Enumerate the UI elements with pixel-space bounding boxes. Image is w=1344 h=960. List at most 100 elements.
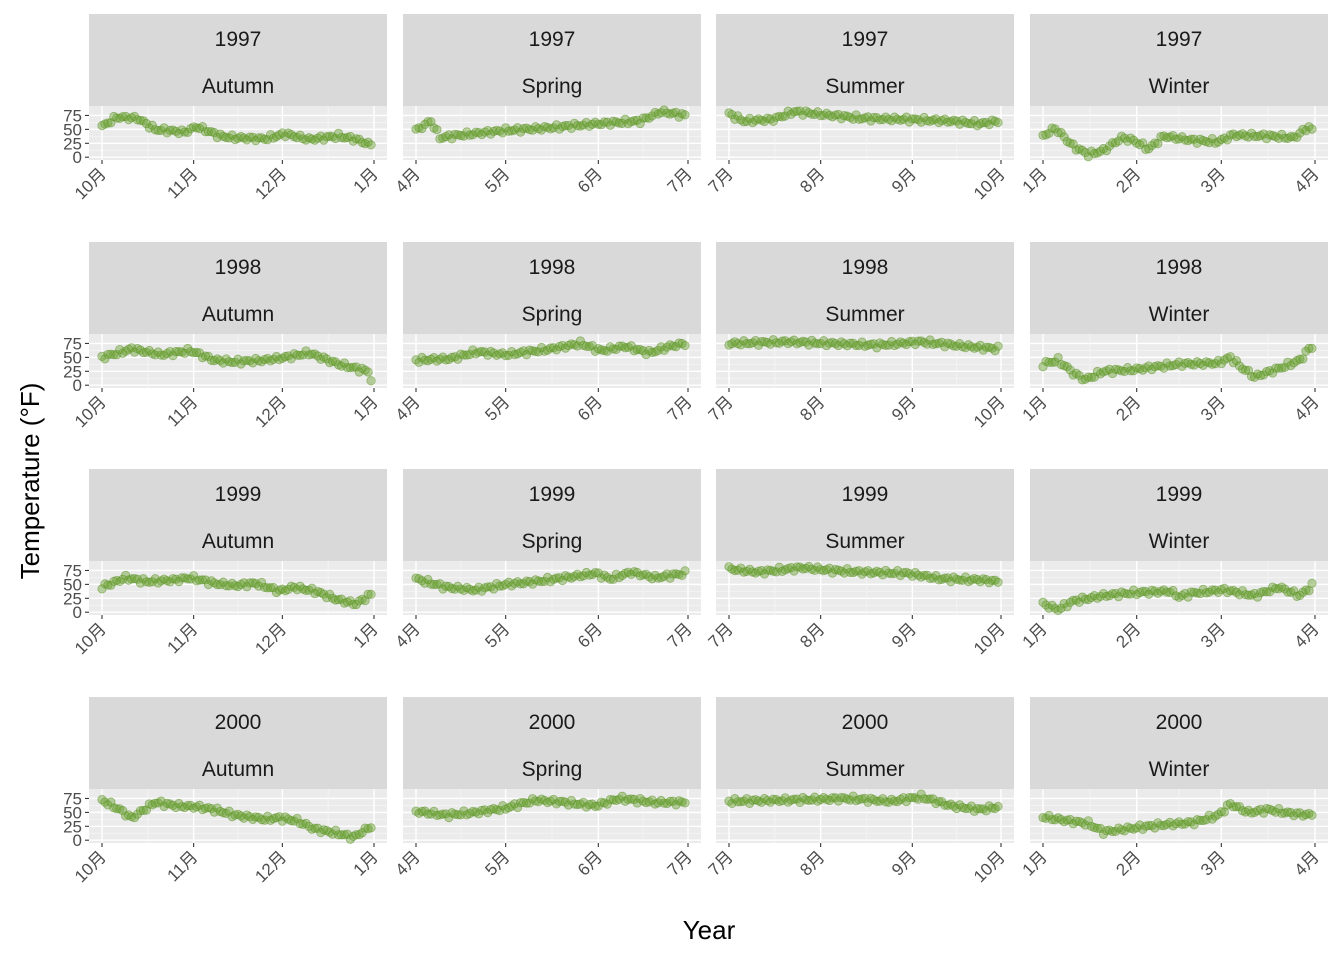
data-point	[423, 117, 433, 127]
data-point	[351, 599, 361, 610]
x-tick-label: 7月	[705, 392, 737, 424]
data-point	[138, 805, 148, 816]
data-point	[605, 574, 615, 584]
data-point	[1240, 365, 1251, 375]
data-point	[990, 346, 1000, 356]
facet-strip	[1030, 697, 1328, 789]
data-point	[1262, 587, 1272, 597]
data-point	[1301, 585, 1311, 595]
x-tick-label: 7月	[664, 392, 696, 424]
data-point	[1183, 592, 1193, 602]
facet-strip	[89, 469, 387, 561]
facet-strip-season: Spring	[522, 75, 583, 98]
data-point	[1198, 815, 1208, 826]
x-tick-label: 1月	[1019, 392, 1051, 424]
x-tick-label: 5月	[481, 392, 513, 424]
y-tick-label: 50	[63, 348, 82, 367]
data-point	[138, 116, 148, 126]
facet-strip	[1030, 469, 1328, 561]
x-tick-label: 9月	[888, 847, 920, 879]
data-point	[366, 823, 376, 833]
data-point	[197, 121, 208, 132]
data-point	[1268, 368, 1278, 378]
facet-strip-year: 1999	[215, 483, 262, 506]
x-tick-label: 10月	[970, 847, 1009, 886]
facet-strip	[403, 697, 701, 789]
x-tick-label: 9月	[888, 164, 920, 196]
facet-strip-season: Autumn	[202, 758, 274, 781]
data-point	[1298, 354, 1308, 364]
y-tick-label: 75	[63, 789, 82, 808]
data-point	[363, 589, 373, 599]
data-point	[260, 134, 270, 144]
data-point	[993, 341, 1003, 351]
x-tick-label: 5月	[481, 847, 513, 879]
facet-strip	[716, 469, 1014, 561]
data-point	[106, 797, 116, 807]
x-tick-label: 4月	[1291, 619, 1323, 651]
data-point	[1252, 592, 1263, 602]
data-point	[265, 583, 276, 593]
facet-strip-season: Winter	[1149, 75, 1210, 98]
data-point	[1307, 343, 1317, 353]
facet-strip-year: 1998	[1156, 256, 1203, 279]
data-point	[1168, 585, 1178, 596]
x-tick-label: 3月	[1197, 392, 1229, 424]
data-point	[366, 140, 376, 150]
x-tick-label: 8月	[796, 619, 828, 651]
x-tick-label: 10月	[970, 392, 1009, 431]
x-tick-label: 4月	[392, 164, 424, 196]
x-tick-label: 10月	[71, 164, 110, 203]
data-point	[1059, 132, 1069, 142]
x-tick-label: 7月	[705, 164, 737, 196]
x-tick-label: 10月	[71, 392, 110, 431]
x-tick-label: 9月	[888, 392, 920, 424]
facet-strip	[716, 697, 1014, 789]
facet-strip-season: Autumn	[202, 530, 274, 553]
x-tick-label: 12月	[251, 164, 290, 203]
x-tick-label: 3月	[1197, 619, 1229, 651]
x-tick-label: 1月	[350, 619, 382, 651]
data-point	[292, 813, 302, 824]
facet-strip-season: Summer	[825, 530, 904, 553]
facet-strip	[89, 697, 387, 789]
data-point	[97, 795, 107, 805]
data-point	[366, 589, 376, 599]
facet-strip-year: 1997	[215, 28, 262, 51]
x-tick-label: 1月	[1019, 164, 1051, 196]
facet-strip-season: Spring	[522, 530, 583, 553]
x-tick-label: 6月	[574, 619, 606, 651]
x-tick-label: 4月	[1291, 392, 1323, 424]
facet-strip-season: Summer	[825, 303, 904, 326]
x-tick-label: 12月	[251, 392, 290, 431]
x-tick-label: 8月	[796, 164, 828, 196]
facet-strip-season: Winter	[1149, 758, 1210, 781]
x-tick-label: 4月	[1291, 847, 1323, 879]
y-tick-label: 25	[63, 817, 82, 836]
x-tick-label: 11月	[164, 619, 202, 657]
data-point	[1041, 130, 1051, 140]
data-point	[993, 577, 1003, 587]
x-tick-label: 2月	[1112, 392, 1144, 424]
x-tick-label: 8月	[796, 847, 828, 879]
x-tick-label: 4月	[1291, 164, 1323, 196]
data-point	[635, 118, 645, 129]
facet-strip-season: Winter	[1149, 530, 1210, 553]
x-tick-label: 7月	[705, 619, 737, 651]
data-point	[1304, 122, 1314, 132]
x-tick-label: 4月	[392, 619, 424, 651]
y-tick-label: 75	[63, 334, 82, 353]
x-tick-label: 1月	[1019, 619, 1051, 651]
y-tick-label: 0	[73, 148, 82, 167]
data-point	[1047, 357, 1057, 367]
data-point	[432, 125, 442, 135]
y-tick-label: 0	[73, 603, 82, 622]
data-point	[590, 567, 600, 578]
data-point	[1295, 354, 1305, 364]
facet-strip	[403, 14, 701, 106]
y-tick-label: 50	[63, 120, 82, 139]
y-tick-label: 0	[73, 831, 82, 850]
data-point	[1307, 810, 1317, 820]
data-point	[680, 110, 690, 120]
y-tick-label: 25	[63, 362, 82, 381]
